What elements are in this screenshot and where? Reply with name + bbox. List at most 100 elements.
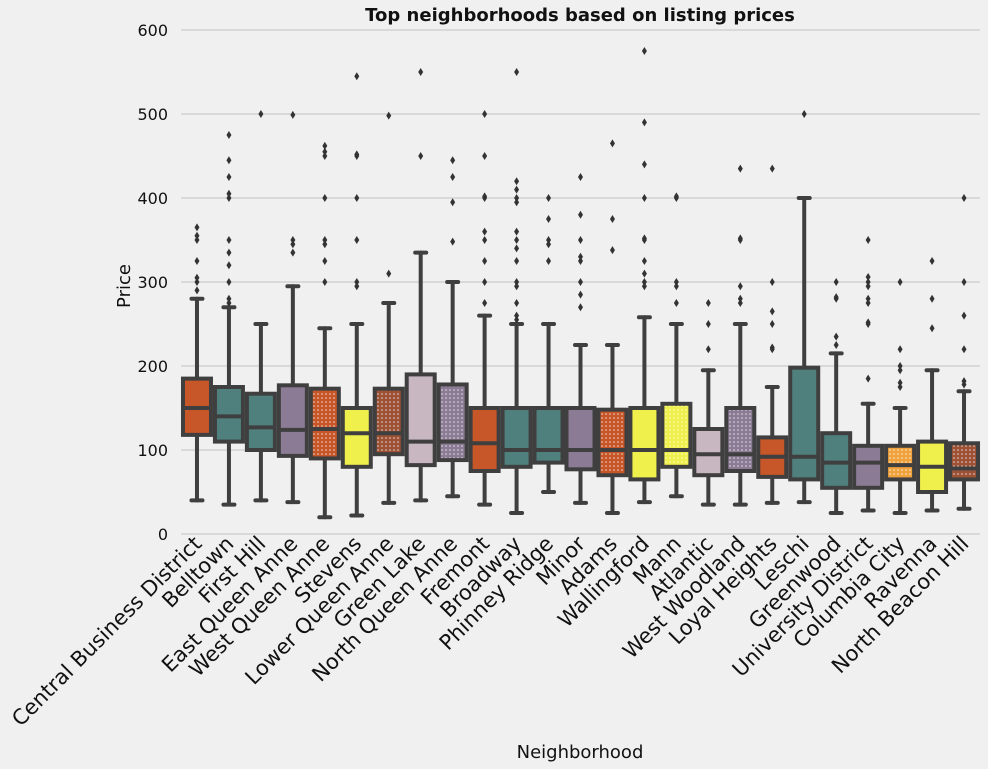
box-body [564, 406, 597, 472]
outlier-point [482, 110, 488, 118]
y-tick-label: 600 [137, 21, 168, 40]
box-body [276, 383, 309, 458]
outlier-point [865, 318, 871, 327]
y-tick-label: 500 [137, 105, 168, 124]
outlier-point [578, 278, 583, 286]
outlier-point [897, 345, 903, 354]
outlier-point [290, 110, 296, 119]
outlier-point [514, 278, 520, 286]
outlier-point [737, 299, 743, 307]
outlier-point [322, 236, 328, 244]
x-tick-label: Central Business District [7, 532, 206, 731]
outlier-point [514, 198, 520, 207]
outlier-point [418, 68, 424, 76]
box-body [692, 427, 725, 478]
outlier-point [641, 160, 647, 169]
outlier-point [322, 278, 328, 286]
outlier-point [514, 257, 520, 265]
outlier-point [578, 173, 583, 181]
outlier-point [322, 257, 328, 265]
outlier-point [641, 234, 647, 243]
box-group [212, 131, 245, 507]
box-group [884, 278, 917, 515]
outlier-point [226, 248, 232, 257]
box-body [500, 406, 533, 469]
outlier-point [578, 236, 583, 244]
outlier-point [546, 257, 552, 265]
outlier-point [546, 215, 552, 223]
box-group [564, 173, 597, 505]
outlier-point [865, 278, 871, 286]
box-hatch [952, 445, 977, 478]
outlier-point [226, 156, 232, 165]
outlier-point [418, 152, 424, 160]
outlier-point [386, 111, 392, 120]
outlier-point [673, 299, 679, 307]
box-body [820, 431, 853, 490]
outlier-point [769, 307, 775, 316]
outlier-point [961, 377, 967, 386]
outlier-point [450, 198, 456, 207]
box-hatch [600, 411, 625, 474]
outlier-point [546, 194, 552, 202]
box-group [724, 164, 757, 507]
y-tick-label: 200 [137, 357, 168, 376]
box-group [500, 68, 533, 515]
outlier-point [833, 278, 839, 286]
box-body [788, 365, 821, 482]
outlier-point [514, 282, 520, 291]
outlier-point [641, 257, 647, 265]
outlier-point [482, 236, 488, 244]
outlier-point [514, 68, 520, 76]
outlier-point [322, 240, 328, 249]
outlier-point [897, 278, 903, 286]
outlier-point [609, 139, 615, 148]
outlier-point [322, 147, 328, 156]
outlier-point [226, 236, 232, 244]
outlier-point [482, 152, 488, 160]
box-group [308, 141, 341, 520]
box-group [276, 110, 309, 505]
outlier-point [929, 294, 935, 303]
outlier-point [705, 299, 711, 307]
outlier-point [705, 345, 711, 354]
outlier-point [737, 234, 743, 243]
box-group [660, 192, 693, 499]
box-hatch [728, 410, 753, 469]
x-axis-label: Neighborhood [517, 742, 644, 763]
outlier-point [578, 303, 583, 312]
box-body [404, 372, 437, 468]
outlier-point [705, 320, 711, 328]
outlier-point [386, 269, 392, 278]
outlier-point [865, 294, 871, 303]
y-tick-label: 0 [158, 525, 168, 544]
box-group [788, 110, 821, 505]
outlier-point [258, 110, 264, 118]
box-group [628, 47, 661, 505]
outlier-point [897, 362, 903, 370]
outlier-point [226, 278, 232, 286]
outlier-point [897, 378, 903, 387]
outlier-point [833, 341, 839, 349]
box-group [372, 111, 405, 505]
box-group [340, 72, 373, 518]
outlier-point [546, 236, 552, 244]
outlier-point [673, 192, 679, 201]
outlier-point [865, 236, 871, 244]
outlier-point [354, 282, 360, 291]
y-axis-ticks: 0 100 200 300 400 500 600 [137, 21, 168, 544]
box-group [436, 156, 469, 499]
outlier-point [194, 278, 200, 286]
outlier-point [737, 282, 743, 291]
box-hatch [440, 386, 465, 459]
outlier-point [865, 299, 871, 307]
outlier-point [354, 236, 360, 244]
outlier-point [514, 177, 520, 186]
y-tick-label: 100 [137, 441, 168, 460]
outlier-point [961, 278, 967, 286]
outlier-point [769, 278, 775, 286]
box-body [340, 406, 373, 469]
box-group [948, 194, 981, 511]
outlier-point [673, 278, 679, 286]
